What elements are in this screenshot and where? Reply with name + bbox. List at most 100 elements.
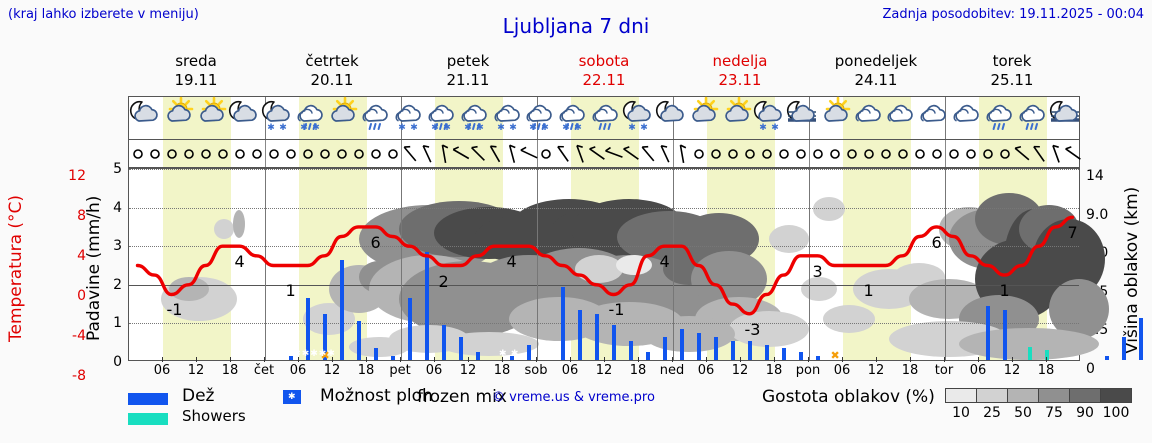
density-tick-label: 75 (1045, 405, 1063, 421)
wind-barb-icon (621, 143, 641, 165)
day-divider (537, 140, 538, 167)
wind-barb-icon (1063, 143, 1083, 165)
wind-calm-icon (978, 143, 998, 165)
precip-tick: 2 (113, 276, 122, 293)
wind-barb-icon (604, 143, 624, 165)
partly-sunny-icon (162, 96, 194, 138)
svg-text:✱: ✱ (476, 123, 484, 133)
precipitation-bar (356, 321, 361, 360)
precip-tick: 4 (113, 199, 122, 216)
temp-tick: 12 (68, 168, 86, 184)
gridline-v (537, 169, 538, 360)
precip-tick: 0 (113, 354, 122, 370)
temperature-annotation: 1 (863, 281, 874, 301)
wind-barb-icon (638, 143, 658, 165)
precipitation-bar (645, 352, 650, 360)
precipitation-axis-ticks: 5 4 3 2 1 0 (104, 160, 122, 370)
wind-barb-icon (417, 143, 437, 165)
density-swatch (1100, 388, 1132, 403)
copyright-notice: © vreme.us & vreme.pro (492, 390, 655, 405)
cloud-tick: 9.0 (1086, 207, 1109, 223)
day-divider (401, 140, 402, 167)
gridline-h (129, 169, 1079, 170)
location-note: (kraj lahko izberete v meniju) (8, 7, 199, 22)
gridline-v (265, 169, 266, 360)
time-tick-label: 06 (833, 363, 851, 378)
temperature-annotation: 6 (931, 232, 942, 252)
precipitation-bar (985, 305, 990, 360)
moon-icon (129, 98, 161, 138)
time-tick (808, 357, 809, 362)
wind-calm-icon (281, 143, 301, 165)
legend-rain-swatch (128, 393, 168, 405)
time-tick (1012, 357, 1013, 362)
wind-calm-icon (383, 143, 403, 165)
precipitation-bar (611, 325, 616, 360)
density-tick-label: 50 (1014, 405, 1032, 421)
time-tick-label: 06 (425, 363, 443, 378)
time-tick (298, 357, 299, 362)
day-divider (265, 140, 266, 167)
precipitation-bar (526, 344, 531, 360)
precipitation-bar (407, 298, 412, 360)
wind-barb-icon (400, 143, 420, 165)
partly-sunny-icon (720, 96, 752, 138)
day-name: torek (992, 52, 1032, 70)
precipitation-bar (662, 336, 667, 360)
daylight-band (163, 169, 231, 360)
precipitation-bar (1002, 309, 1007, 360)
time-tick (264, 357, 265, 362)
precipitation-bar (764, 344, 769, 360)
day-divider (945, 140, 946, 167)
daylight-band (163, 140, 231, 167)
time-tick (366, 357, 367, 362)
svg-text:✱: ✱ (530, 123, 538, 133)
cloud-rain-icon (359, 98, 391, 138)
temp-tick: 4 (77, 248, 86, 264)
temperature-annotation: -1 (166, 300, 183, 320)
time-tick (706, 357, 707, 362)
chance-of-showers-marker: ✱ (301, 349, 310, 359)
day-header-5: ponedeljek 24.11 (808, 52, 944, 90)
wind-calm-icon (145, 143, 165, 165)
day-name: petek (446, 52, 490, 70)
svg-text:✱: ✱ (267, 123, 275, 133)
density-tick-label: 10 (952, 405, 970, 421)
cloud-tick: 0 (1086, 361, 1095, 377)
day-name: sreda (175, 52, 217, 70)
wind-calm-icon (995, 143, 1015, 165)
wind-barb-icon (655, 143, 675, 165)
temp-tick: 0 (77, 288, 86, 304)
gridline-h (129, 246, 1079, 248)
wind-calm-icon (332, 143, 352, 165)
svg-text:✱: ✱ (509, 123, 517, 133)
wind-calm-icon (774, 143, 794, 165)
wind-calm-icon (808, 143, 828, 165)
precipitation-bar (373, 348, 378, 360)
temperature-annotation: 4 (506, 252, 517, 272)
wind-barb-icon (553, 143, 573, 165)
svg-text:✱: ✱ (300, 123, 308, 133)
time-tick (978, 357, 979, 362)
precipitation-bar (441, 325, 446, 360)
density-swatch (1038, 388, 1070, 403)
wind-calm-icon (213, 143, 233, 165)
time-tick (740, 357, 741, 362)
density-swatch (976, 388, 1008, 403)
precipitation-bar (509, 356, 514, 360)
temperature-annotation: 3 (812, 261, 823, 281)
cloud-rain-snow-icon: ✱ ✱ (458, 98, 490, 138)
svg-text:✱: ✱ (279, 123, 287, 133)
temperature-axis-title: Temperatura (°C) (6, 194, 26, 342)
density-swatch (1007, 388, 1039, 403)
wind-barb-icon (1046, 143, 1066, 165)
temperature-annotation: 6 (370, 232, 381, 252)
moon-snow-icon: ✱ ✱ (622, 98, 654, 138)
precipitation-bar (730, 340, 735, 360)
precipitation-bar (781, 348, 786, 360)
time-tick-label: pon (795, 363, 821, 378)
cloud-icon (917, 98, 949, 138)
density-swatch (945, 388, 977, 403)
svg-text:✱: ✱ (759, 123, 767, 133)
wind-calm-icon (706, 143, 726, 165)
